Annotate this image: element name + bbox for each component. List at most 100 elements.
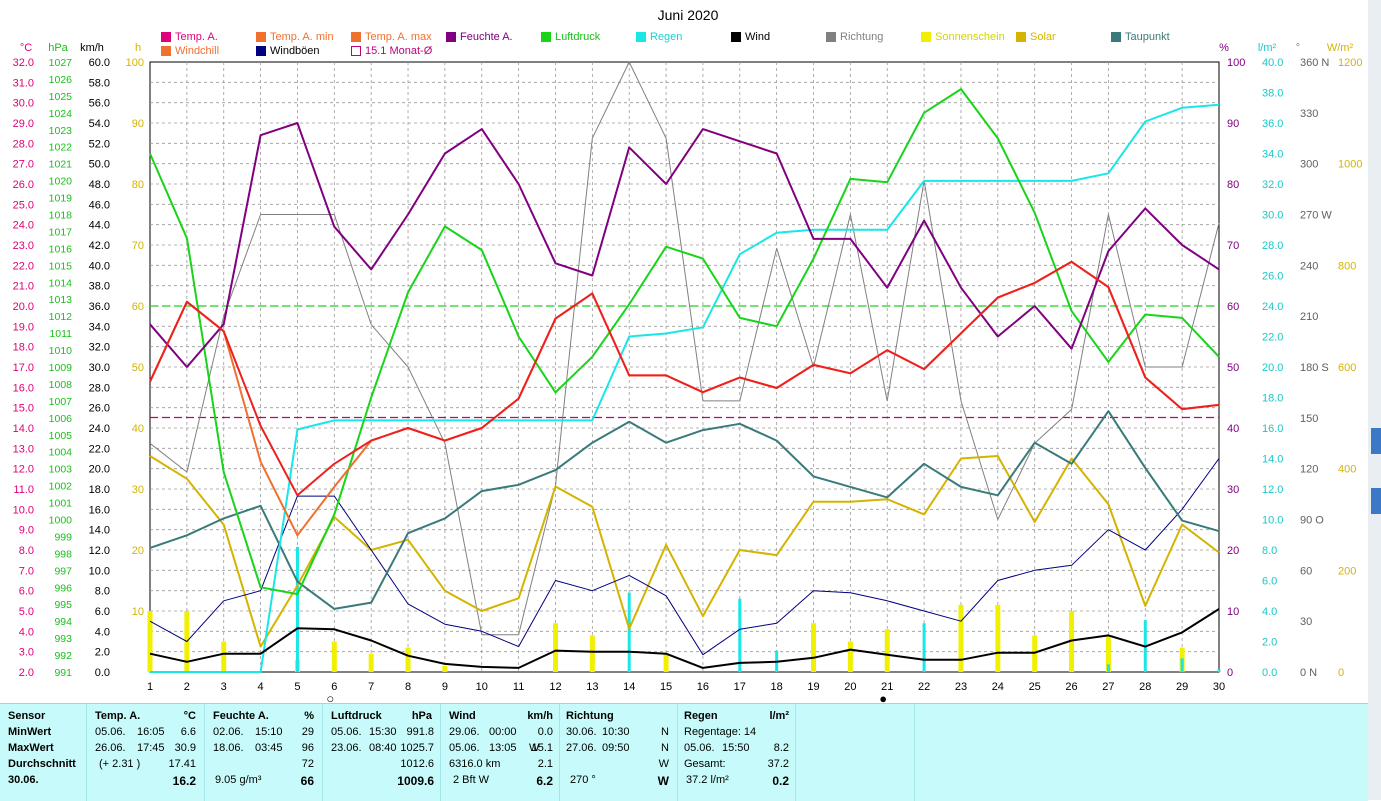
panel-empty xyxy=(796,704,915,801)
tick-temp: 13.0 xyxy=(13,443,34,455)
label-current-date: 30.06. xyxy=(8,774,39,786)
line-series xyxy=(149,61,1220,673)
tick-rain: 40.0 xyxy=(1262,57,1283,69)
tick-pressure: 991 xyxy=(54,667,72,679)
wind-unit: km/h xyxy=(527,710,553,722)
tick-wind: 34.0 xyxy=(89,321,110,333)
tick-humidity: 90 xyxy=(1227,118,1239,130)
legend-item: Windchill xyxy=(161,45,219,57)
tick-pressure: 1014 xyxy=(49,277,73,289)
tick-rain: 32.0 xyxy=(1262,179,1283,191)
direction-min-dir: N xyxy=(661,726,669,738)
tick-wind: 2.0 xyxy=(95,647,110,659)
tick-wind: 14.0 xyxy=(89,525,110,537)
tick-wind: 50.0 xyxy=(89,159,110,171)
pressure-min-time: 15:30 xyxy=(369,726,397,738)
tick-pressure: 1002 xyxy=(49,481,73,493)
legend-item: Feuchte A. xyxy=(446,31,513,43)
tick-rain: 30.0 xyxy=(1262,210,1283,222)
tick-rain: 2.0 xyxy=(1262,637,1277,649)
tick-pressure: 993 xyxy=(54,633,72,645)
series-temp-a- xyxy=(149,260,1220,497)
tick-temp: 4.0 xyxy=(19,626,34,638)
direction-header: Richtung xyxy=(566,710,614,722)
humidity-header: Feuchte A. xyxy=(213,710,269,722)
moon-phase-icon: ● xyxy=(879,691,887,703)
legend-label: Temp. A. min xyxy=(270,31,334,43)
direction-min-date: 30.06. xyxy=(566,726,597,738)
legend-label: Solar xyxy=(1030,31,1056,43)
legend-label: Richtung xyxy=(840,31,884,43)
tick-wind: 38.0 xyxy=(89,281,110,293)
pressure-avg-val: 1012.6 xyxy=(400,758,434,770)
rain-bar xyxy=(738,598,742,672)
humidity-max-val: 96 xyxy=(301,742,314,754)
tick-wind: 26.0 xyxy=(89,403,110,415)
direction-min-time: 10:30 xyxy=(602,726,630,738)
rain-bar xyxy=(1217,668,1221,672)
legend-swatch xyxy=(1111,32,1121,42)
tick-day: 10 xyxy=(476,681,488,693)
legend-swatch xyxy=(351,46,361,56)
label-minwert: MinWert xyxy=(8,726,52,738)
legend-label: Temp. A. xyxy=(175,31,218,43)
tick-pressure: 1027 xyxy=(49,57,73,69)
tick-day: 7 xyxy=(368,681,374,693)
tick-rain: 8.0 xyxy=(1262,545,1277,557)
tick-pressure: 1012 xyxy=(49,311,73,323)
tick-rain: 0.0 xyxy=(1262,667,1277,679)
pressure-min-date: 05.06. xyxy=(331,726,362,738)
tick-solar: 1200 xyxy=(1338,57,1362,69)
tick-sun: 40 xyxy=(132,423,144,435)
temp-max-time: 17:45 xyxy=(137,742,165,754)
tick-day: 3 xyxy=(221,681,227,693)
tick-temp: 10.0 xyxy=(13,504,34,516)
tick-pressure: 1016 xyxy=(49,243,73,255)
sunshine-bar xyxy=(147,611,153,672)
wind-min-val: 0.0 xyxy=(537,726,553,738)
tick-direction: 210 xyxy=(1300,311,1318,323)
legend-label: Wind xyxy=(745,31,771,43)
tick-direction: 60 xyxy=(1300,565,1312,577)
legend-swatch xyxy=(921,32,931,42)
x-axis: 1 2 3 4 5 6 7 8 9 10 11 12 13 14 15 16 17 18 19 20 21 22 23 24 2… xyxy=(147,681,1225,693)
wind-min-time: 00:00 xyxy=(489,726,517,738)
tick-direction: 240 xyxy=(1300,260,1318,272)
rain-max-val: 8.2 xyxy=(773,742,789,754)
rain-bar xyxy=(627,592,631,672)
tick-wind: 22.0 xyxy=(89,443,110,455)
tick-temp: 21.0 xyxy=(13,281,34,293)
wind-max-date: 05.06. xyxy=(449,742,480,754)
legend-swatch xyxy=(636,32,646,42)
unit-wind: km/h xyxy=(80,42,104,54)
legend-item: Wind xyxy=(731,31,770,43)
panel-sensor: Sensor MinWert MaxWert Durchschnitt 30.0… xyxy=(0,704,87,801)
tick-day: 4 xyxy=(258,681,264,693)
direction-max-dir: N xyxy=(661,742,669,754)
tick-temp: 8.0 xyxy=(19,545,34,557)
legend-swatch xyxy=(826,32,836,42)
tick-pressure: 997 xyxy=(54,565,72,577)
reference-lines xyxy=(150,305,1219,419)
chart-title: Juni 2020 xyxy=(658,7,719,23)
tick-temp: 17.0 xyxy=(13,362,34,374)
legend-item: Temp. A. xyxy=(161,31,218,43)
tick-direction: 270 W xyxy=(1300,210,1332,222)
legend-swatch xyxy=(1016,32,1026,42)
tick-temp: 5.0 xyxy=(19,606,34,618)
tick-direction: 360 N xyxy=(1300,57,1329,69)
rain-bar xyxy=(1106,664,1110,672)
legend-label: Luftdruck xyxy=(555,31,601,43)
tick-day: 21 xyxy=(881,681,893,693)
legend-item: Sonnenschein xyxy=(921,31,1005,43)
tick-solar: 0 xyxy=(1338,667,1344,679)
tick-temp: 14.0 xyxy=(13,423,34,435)
unit-sun: h xyxy=(135,42,141,54)
tick-pressure: 1008 xyxy=(49,379,73,391)
tick-temp: 9.0 xyxy=(19,525,34,537)
legend-swatch xyxy=(731,32,741,42)
humidity-min-time: 15:10 xyxy=(255,726,283,738)
tick-wind: 4.0 xyxy=(95,626,110,638)
tick-pressure: 992 xyxy=(54,650,72,662)
tick-temp: 31.0 xyxy=(13,77,34,89)
